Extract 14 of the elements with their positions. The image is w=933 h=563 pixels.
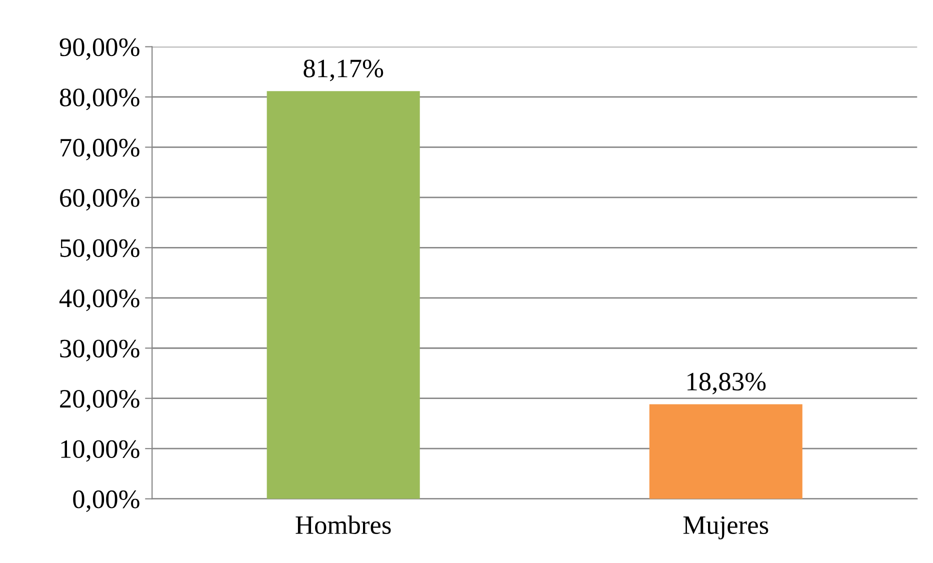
x-tick-label: Mujeres: [683, 516, 768, 540]
y-tick-label: 70,00%: [60, 138, 140, 160]
y-tick-label: 0,00%: [73, 490, 140, 512]
x-tick-label: Hombres: [296, 515, 391, 534]
y-tick-label: 60,00%: [60, 189, 140, 211]
y-tick-label: 10,00%: [61, 440, 140, 462]
y-tick-label: 50,00%: [60, 239, 140, 261]
y-tick-label: 80,00%: [60, 88, 140, 110]
data-label: 81,17%: [304, 60, 384, 82]
y-tick-label: 30,00%: [60, 340, 140, 362]
y-tick-label: 20,00%: [60, 390, 140, 412]
data-label: 18,83%: [688, 372, 766, 394]
y-tick-label: 40,00%: [59, 289, 140, 312]
y-tick-label: 90,00%: [60, 38, 140, 60]
